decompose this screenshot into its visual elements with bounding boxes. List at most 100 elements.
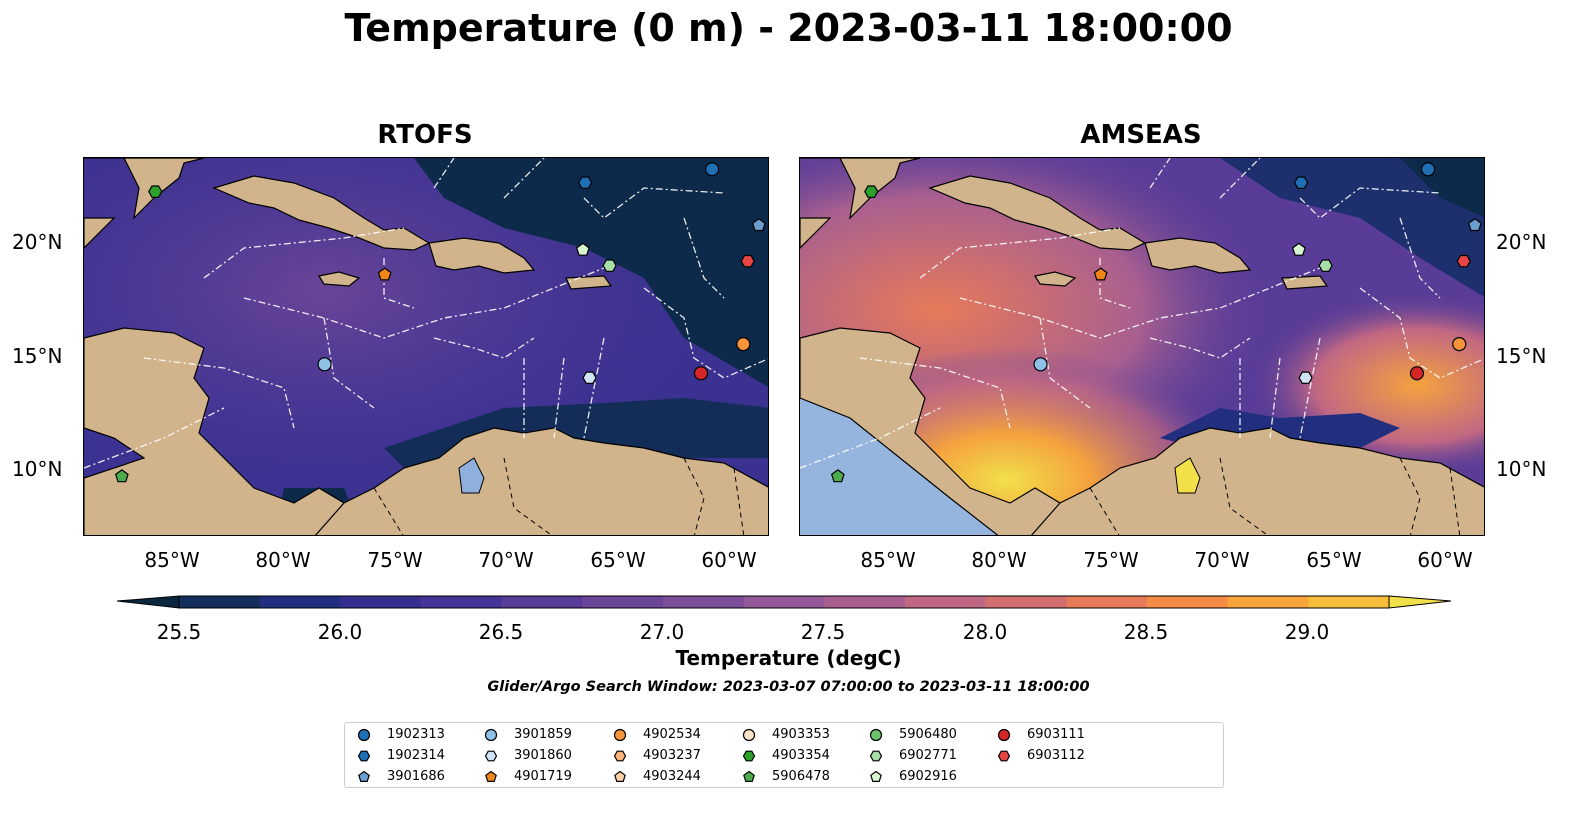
legend-label: 4903353 xyxy=(772,727,830,742)
colorbar-segment xyxy=(259,596,341,608)
float-marker-4902534 xyxy=(736,337,751,352)
panel-title-amseas: AMSEAS xyxy=(1080,120,1202,150)
colorbar-segment xyxy=(1066,596,1148,608)
circle-marker-icon xyxy=(484,728,498,742)
circle-marker-icon xyxy=(997,728,1011,742)
colorbar-segment xyxy=(582,596,664,608)
float-marker-6902916 xyxy=(575,242,590,256)
lat-label-15n-left: 15°N xyxy=(12,344,63,368)
lon-label-70w-left: 70°W xyxy=(478,548,534,572)
legend-label: 6903111 xyxy=(1027,727,1085,742)
legend: 1902313 1902314 3901686 3901859 3901860 49017… xyxy=(344,722,1224,788)
float-marker-5906478 xyxy=(114,469,129,483)
float-marker-3901859 xyxy=(1033,357,1048,372)
panel-title-rtofs: RTOFS xyxy=(377,120,473,150)
legend-label: 4903244 xyxy=(643,769,701,784)
lon-label-60w-right: 60°W xyxy=(1417,548,1473,572)
search-window-caption: Glider/Argo Search Window: 2023-03-07 07… xyxy=(487,679,1090,695)
float-marker-6902771 xyxy=(1318,259,1333,272)
colorbar-tick-26-0: 26.0 xyxy=(317,620,363,644)
circle-marker-icon xyxy=(613,728,627,742)
colorbar-tick-27-0: 27.0 xyxy=(639,620,685,644)
colorbar-segment xyxy=(1227,596,1309,608)
legend-label: 4902534 xyxy=(643,727,701,742)
float-marker-6903111 xyxy=(693,366,709,381)
circle-marker-icon xyxy=(869,728,883,742)
float-marker-3901686 xyxy=(751,218,766,232)
legend-label: 3901859 xyxy=(514,727,572,742)
pentagon-marker-icon xyxy=(743,770,755,782)
lon-label-70w-right: 70°W xyxy=(1194,548,1250,572)
map-rtofs xyxy=(83,157,769,536)
lat-label-10n-right: 10°N xyxy=(1496,457,1547,481)
float-marker-4902534 xyxy=(1452,337,1467,352)
float-marker-4901719 xyxy=(1093,267,1108,281)
float-marker-3901860 xyxy=(1298,371,1313,384)
float-marker-3901686 xyxy=(1467,218,1482,232)
legend-label: 5906480 xyxy=(899,727,957,742)
legend-label: 6903112 xyxy=(1027,748,1085,763)
lon-label-75w-left: 75°W xyxy=(367,548,423,572)
lon-label-85w-left: 85°W xyxy=(144,548,200,572)
hexagon-marker-icon xyxy=(613,750,627,762)
float-marker-6902916 xyxy=(1291,242,1306,256)
map-amseas-canvas xyxy=(800,158,1484,535)
float-marker-6902771 xyxy=(602,259,617,272)
colorbar-segment xyxy=(340,596,422,608)
map-amseas xyxy=(799,157,1485,536)
lat-label-10n-left: 10°N xyxy=(12,457,63,481)
colorbar-segment xyxy=(985,596,1067,608)
pentagon-marker-icon xyxy=(614,770,626,782)
pentagon-marker-icon xyxy=(870,770,882,782)
colorbar-segment xyxy=(743,596,825,608)
country-borders xyxy=(1089,457,1461,535)
float-marker-6903111 xyxy=(1409,366,1425,381)
lon-label-60w-left: 60°W xyxy=(701,548,757,572)
legend-label: 6902771 xyxy=(899,748,957,763)
float-marker-1902313 xyxy=(704,162,720,177)
legend-label: 3901860 xyxy=(514,748,572,763)
lat-label-20n-right: 20°N xyxy=(1496,230,1547,254)
hexagon-marker-icon xyxy=(357,750,371,762)
pentagon-marker-icon xyxy=(358,770,370,782)
lat-label-15n-right: 15°N xyxy=(1496,344,1547,368)
float-marker-4903354 xyxy=(864,185,879,198)
colorbar-segment xyxy=(663,596,745,608)
float-marker-1902313 xyxy=(1420,162,1436,177)
landmass xyxy=(800,158,1484,535)
float-marker-4901719 xyxy=(377,267,392,281)
hexagon-marker-icon xyxy=(869,750,883,762)
cold-water-region xyxy=(414,158,768,387)
lon-label-65w-left: 65°W xyxy=(590,548,646,572)
lon-label-75w-right: 75°W xyxy=(1083,548,1139,572)
colorbar-tick-29-0: 29.0 xyxy=(1284,620,1330,644)
float-marker-4903354 xyxy=(148,185,163,198)
legend-label: 6902916 xyxy=(899,769,957,784)
legend-label: 4901719 xyxy=(514,769,572,784)
legend-label: 4903237 xyxy=(643,748,701,763)
colorbar-tick-28-0: 28.0 xyxy=(962,620,1008,644)
colorbar-segment xyxy=(179,596,261,608)
colorbar-extend-max xyxy=(1388,595,1452,609)
colorbar-segment xyxy=(824,596,906,608)
legend-label: 4903354 xyxy=(772,748,830,763)
colorbar-label: Temperature (degC) xyxy=(675,646,902,670)
float-marker-5906478 xyxy=(830,469,845,483)
eez-boundaries xyxy=(800,158,1484,469)
argo-floats-amseas xyxy=(830,162,1482,483)
colorbar xyxy=(116,595,1452,609)
legend-label: 3901686 xyxy=(387,769,445,784)
float-marker-3901859 xyxy=(317,357,332,372)
hexagon-marker-icon xyxy=(484,750,498,762)
colorbar-segment xyxy=(421,596,503,608)
lon-label-80w-left: 80°W xyxy=(255,548,311,572)
colorbar-tick-26-5: 26.5 xyxy=(478,620,524,644)
lake-maracaibo xyxy=(1174,457,1201,494)
colorbar-segment xyxy=(905,596,987,608)
float-marker-6903112 xyxy=(740,254,755,268)
colorbar-segment xyxy=(501,596,583,608)
lat-label-20n-left: 20°N xyxy=(12,230,63,254)
colorbar-tick-25-5: 25.5 xyxy=(156,620,202,644)
lake-maracaibo xyxy=(458,457,485,494)
legend-label: 5906478 xyxy=(772,769,830,784)
